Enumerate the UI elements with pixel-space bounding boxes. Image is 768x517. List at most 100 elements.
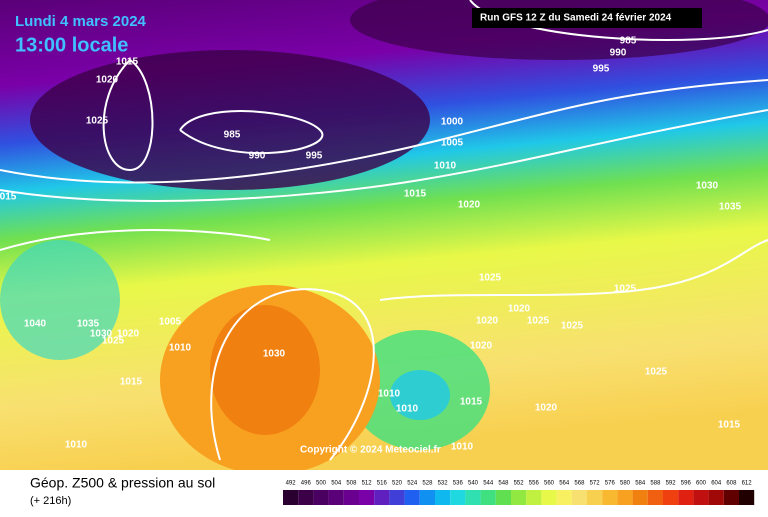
legend-swatch [480,490,496,505]
isobar-label: 1015 [460,397,483,408]
isobar-label: 1020 [535,403,558,414]
legend-label: 576 [605,481,616,487]
isobar-label: 1005 [159,317,182,328]
isobar-label: 1025 [479,273,502,284]
isobar-label: 1005 [441,138,464,149]
isobar-label: 1040 [24,319,47,330]
legend-swatch [556,490,572,505]
legend-swatch [313,490,329,505]
isobar-label: 1020 [470,341,493,352]
isobar-label: 1015 [120,377,143,388]
legend-swatch [511,490,527,505]
isobar-label: 1010 [378,389,401,400]
legend-label: 608 [726,481,737,487]
legend-label: 492 [286,481,297,487]
legend-label: 520 [392,481,403,487]
isobar-label: 1010 [65,440,88,451]
isobar-label: 985 [620,36,637,47]
legend-label: 584 [635,481,646,487]
isobar-label: 995 [306,151,323,162]
isobar-label: 1010 [169,343,192,354]
legend-label: 544 [483,481,494,487]
legend-swatch [708,490,724,505]
legend-swatch [647,490,663,505]
isobar-label: 1020 [458,200,481,211]
isobar-label: 1000 [441,117,464,128]
legend-label: 556 [529,481,540,487]
isobar-label: 1010 [451,442,474,453]
legend-swatch [283,490,299,505]
isobar-label: 1020 [476,316,499,327]
copyright: Copyright © 2024 Meteociel.fr [300,445,441,456]
legend-label: 524 [407,481,418,487]
run-box [472,8,702,28]
date: Lundi 4 mars 2024 [15,13,147,30]
isobar-label: 1020 [117,329,140,340]
legend-label: 604 [711,481,722,487]
isobar-label: 1030 [90,329,113,340]
legend-label: 536 [453,481,464,487]
legend-label: 572 [590,481,601,487]
legend-label: 532 [438,481,449,487]
legend-label: 548 [498,481,509,487]
trough [390,370,450,420]
isobar-label: 985 [224,130,241,141]
legend-swatch [328,490,344,505]
low [30,50,430,190]
legend-swatch [663,490,679,505]
isobar-label: 1025 [561,321,584,332]
legend-swatch [495,490,511,505]
legend-label: 596 [681,481,692,487]
legend-label: 568 [574,481,585,487]
isobar-label: 1015 [404,189,427,200]
legend-label: 504 [331,481,342,487]
legend-label: 592 [666,481,677,487]
legend-label: 600 [696,481,707,487]
legend-swatch [389,490,405,505]
isobar-label: 1030 [696,181,719,192]
legend-label: 496 [301,481,312,487]
isobar-label: 1010 [434,161,457,172]
legend-swatch [404,490,420,505]
legend-label: 516 [377,481,388,487]
legend-label: 564 [559,481,570,487]
isobar-label: 1025 [86,116,109,127]
isobar-label: 1015 [718,420,741,431]
isobar-label: 1025 [614,284,637,295]
legend-label: 508 [346,481,357,487]
isobar-label: 995 [593,64,610,75]
legend-label: 588 [650,481,661,487]
legend-label: 612 [742,481,753,487]
footer-title: Géop. Z500 & pression au sol [30,475,215,491]
isobar-label: 1020 [508,304,531,315]
trough [0,240,120,360]
isobar-label: 1025 [645,367,668,378]
legend-swatch [343,490,359,505]
legend-swatch [587,490,603,505]
legend-swatch [541,490,557,505]
ridge [210,305,320,435]
isobar-label: 1020 [96,75,119,86]
lead-time: (+ 216h) [30,495,71,507]
legend-swatch [739,490,755,505]
isobar-label: 1025 [102,336,125,347]
isobar-label: 990 [610,48,627,59]
legend-swatch [419,490,435,505]
legend-label: 580 [620,481,631,487]
legend-swatch [693,490,709,505]
legend-swatch [617,490,633,505]
legend-swatch [374,490,390,505]
legend-label: 512 [362,481,373,487]
legend-swatch [632,490,648,505]
isobar-label: 990 [249,151,266,162]
isobar-label: 1025 [527,316,550,327]
legend-swatch [723,490,739,505]
time: 13:00 locale [15,34,128,56]
legend-swatch [465,490,481,505]
legend-swatch [435,490,451,505]
isobar-label: 1035 [77,319,100,330]
isobar-label: 1015 [116,57,139,68]
legend-swatch [602,490,618,505]
legend-label: 560 [544,481,555,487]
